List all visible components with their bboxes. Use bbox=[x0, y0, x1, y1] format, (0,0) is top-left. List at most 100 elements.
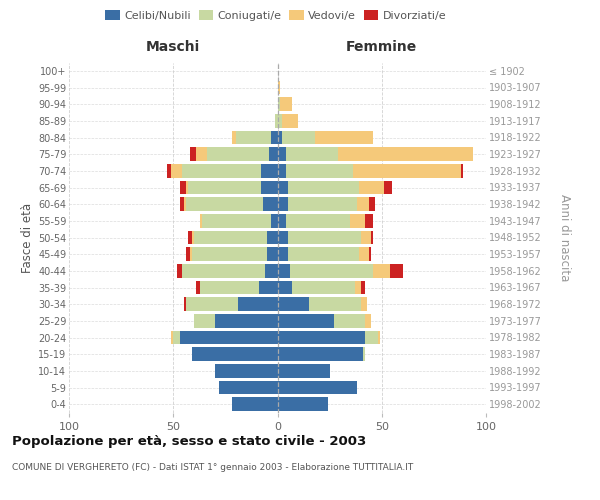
Bar bbox=[188, 180, 261, 194]
Bar bbox=[288, 248, 359, 261]
Bar bbox=[277, 148, 286, 161]
Bar bbox=[190, 148, 196, 161]
Bar bbox=[286, 214, 350, 228]
Bar bbox=[200, 214, 202, 228]
Bar bbox=[192, 348, 277, 361]
Bar bbox=[361, 298, 367, 311]
Bar bbox=[196, 280, 200, 294]
Bar bbox=[194, 314, 215, 328]
Bar bbox=[371, 230, 373, 244]
Bar bbox=[277, 198, 288, 211]
Bar bbox=[277, 298, 309, 311]
Bar bbox=[182, 164, 261, 177]
Bar bbox=[353, 164, 461, 177]
Bar bbox=[171, 164, 182, 177]
Bar bbox=[361, 230, 371, 244]
Bar bbox=[267, 248, 277, 261]
Text: Maschi: Maschi bbox=[146, 40, 200, 54]
Legend: Celibi/Nubili, Coniugati/e, Vedovi/e, Divorziati/e: Celibi/Nubili, Coniugati/e, Vedovi/e, Di… bbox=[101, 6, 451, 25]
Bar bbox=[277, 248, 288, 261]
Bar bbox=[277, 348, 363, 361]
Bar bbox=[188, 230, 192, 244]
Bar bbox=[269, 148, 277, 161]
Bar bbox=[277, 230, 288, 244]
Bar bbox=[215, 364, 277, 378]
Bar bbox=[232, 398, 277, 411]
Bar bbox=[365, 214, 373, 228]
Bar bbox=[271, 130, 277, 144]
Bar bbox=[277, 280, 292, 294]
Bar bbox=[369, 248, 371, 261]
Bar bbox=[277, 114, 281, 128]
Bar bbox=[219, 380, 277, 394]
Bar bbox=[315, 130, 373, 144]
Bar bbox=[350, 214, 365, 228]
Bar bbox=[286, 164, 353, 177]
Bar bbox=[377, 330, 380, 344]
Bar bbox=[194, 230, 267, 244]
Bar bbox=[267, 230, 277, 244]
Bar bbox=[363, 348, 365, 361]
Bar bbox=[184, 198, 186, 211]
Bar bbox=[215, 314, 277, 328]
Bar bbox=[277, 164, 286, 177]
Bar bbox=[196, 148, 206, 161]
Bar bbox=[365, 314, 371, 328]
Bar bbox=[355, 280, 361, 294]
Bar bbox=[288, 180, 359, 194]
Bar bbox=[200, 280, 259, 294]
Text: Popolazione per età, sesso e stato civile - 2003: Popolazione per età, sesso e stato civil… bbox=[12, 435, 366, 448]
Bar bbox=[281, 114, 298, 128]
Bar bbox=[167, 164, 171, 177]
Bar bbox=[361, 280, 365, 294]
Bar bbox=[288, 198, 357, 211]
Bar bbox=[288, 230, 361, 244]
Bar bbox=[179, 198, 184, 211]
Bar bbox=[202, 214, 271, 228]
Bar bbox=[277, 330, 365, 344]
Bar bbox=[190, 248, 192, 261]
Bar bbox=[286, 148, 338, 161]
Bar bbox=[281, 130, 315, 144]
Bar bbox=[277, 398, 328, 411]
Bar bbox=[206, 148, 269, 161]
Bar bbox=[259, 280, 277, 294]
Bar bbox=[178, 264, 182, 278]
Bar bbox=[384, 180, 392, 194]
Y-axis label: Anni di nascita: Anni di nascita bbox=[559, 194, 571, 281]
Bar bbox=[263, 198, 277, 211]
Bar bbox=[186, 198, 263, 211]
Bar bbox=[359, 180, 384, 194]
Bar bbox=[232, 130, 236, 144]
Bar bbox=[357, 198, 369, 211]
Bar bbox=[182, 264, 265, 278]
Bar bbox=[290, 264, 373, 278]
Bar bbox=[277, 214, 286, 228]
Bar bbox=[277, 130, 281, 144]
Bar bbox=[277, 364, 329, 378]
Bar bbox=[461, 164, 463, 177]
Bar bbox=[173, 330, 179, 344]
Bar bbox=[277, 180, 288, 194]
Bar bbox=[192, 230, 194, 244]
Bar bbox=[261, 164, 277, 177]
Bar bbox=[309, 298, 361, 311]
Bar bbox=[277, 80, 280, 94]
Bar bbox=[277, 98, 280, 111]
Bar bbox=[359, 248, 369, 261]
Bar bbox=[236, 130, 271, 144]
Bar bbox=[365, 330, 377, 344]
Bar bbox=[275, 114, 277, 128]
Text: COMUNE DI VERGHERETO (FC) - Dati ISTAT 1° gennaio 2003 - Elaborazione TUTTITALIA: COMUNE DI VERGHERETO (FC) - Dati ISTAT 1… bbox=[12, 462, 413, 471]
Bar bbox=[179, 330, 277, 344]
Bar bbox=[179, 180, 186, 194]
Bar bbox=[277, 380, 357, 394]
Bar bbox=[334, 314, 365, 328]
Text: Femmine: Femmine bbox=[346, 40, 418, 54]
Bar bbox=[280, 98, 292, 111]
Bar bbox=[186, 298, 238, 311]
Bar bbox=[271, 214, 277, 228]
Bar bbox=[265, 264, 277, 278]
Bar bbox=[338, 148, 473, 161]
Bar bbox=[192, 248, 267, 261]
